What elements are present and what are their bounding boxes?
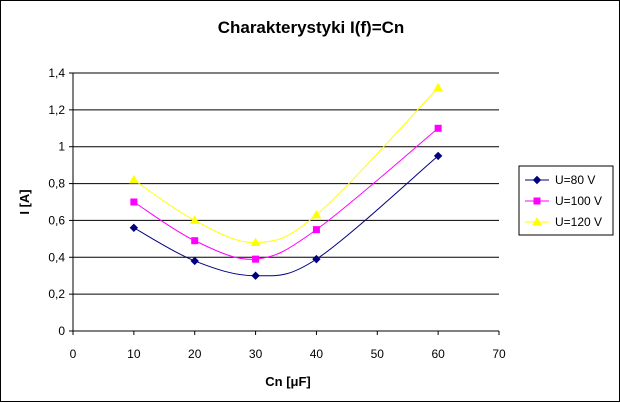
legend-marker xyxy=(532,175,542,185)
data-point xyxy=(311,209,322,219)
data-point xyxy=(251,271,260,280)
series-3 xyxy=(128,82,444,247)
data-point xyxy=(434,124,442,132)
data-point xyxy=(190,256,199,266)
legend-marker xyxy=(532,216,542,226)
data-point xyxy=(433,82,444,92)
data-point xyxy=(129,223,139,233)
data-point xyxy=(130,198,138,206)
legend-label: U=120 V xyxy=(555,215,602,229)
x-tick-labels: 0 10 20 30 40 50 60 70 xyxy=(70,347,506,361)
y-tick-label: 0,4 xyxy=(48,250,65,264)
x-tick-label: 30 xyxy=(249,347,263,361)
legend-label: U=80 V xyxy=(555,173,595,187)
data-point xyxy=(191,237,199,245)
legend-marker xyxy=(533,197,541,205)
x-tick-label: 60 xyxy=(431,347,445,361)
x-tick-label: 40 xyxy=(310,347,324,361)
data-point xyxy=(128,174,139,184)
data-point xyxy=(433,151,443,161)
x-tick-label: 50 xyxy=(371,347,385,361)
y-tick-label: 0,6 xyxy=(48,213,65,227)
y-tick-label: 1,4 xyxy=(48,66,65,80)
x-tick-label: 10 xyxy=(127,347,141,361)
series-line xyxy=(133,155,439,277)
x-tick-label: 20 xyxy=(188,347,202,361)
chart-title: Charakterystyki I(f)=Cn xyxy=(218,18,405,37)
series-1 xyxy=(129,151,443,280)
series-line xyxy=(133,127,439,260)
x-tick-label: 0 xyxy=(70,347,77,361)
y-tick-label: 0,2 xyxy=(48,287,65,301)
y-tick-label: 0 xyxy=(58,324,65,338)
data-point xyxy=(250,237,261,247)
y-tick-label: 1,2 xyxy=(48,103,65,117)
x-tick-label: 70 xyxy=(492,347,506,361)
y-axis-title: I [A] xyxy=(17,189,32,214)
data-point xyxy=(252,255,260,263)
x-axis-title: Cn [μF] xyxy=(265,374,311,389)
data-point xyxy=(312,226,320,234)
y-tick-label: 1 xyxy=(58,140,65,154)
legend: U=80 V U=100 V U=120 V xyxy=(518,165,614,236)
legend-label: U=100 V xyxy=(555,194,602,208)
y-tick-labels: 0 0,2 0,4 0,6 0,8 1 1,2 1,4 xyxy=(48,66,65,338)
grid-lines xyxy=(73,72,499,295)
data-point xyxy=(312,254,321,264)
series-2 xyxy=(130,124,442,263)
series-group xyxy=(128,82,444,280)
series-line xyxy=(133,87,439,244)
y-tick-label: 0,8 xyxy=(48,177,65,191)
data-point xyxy=(189,215,200,224)
axes xyxy=(69,72,500,335)
